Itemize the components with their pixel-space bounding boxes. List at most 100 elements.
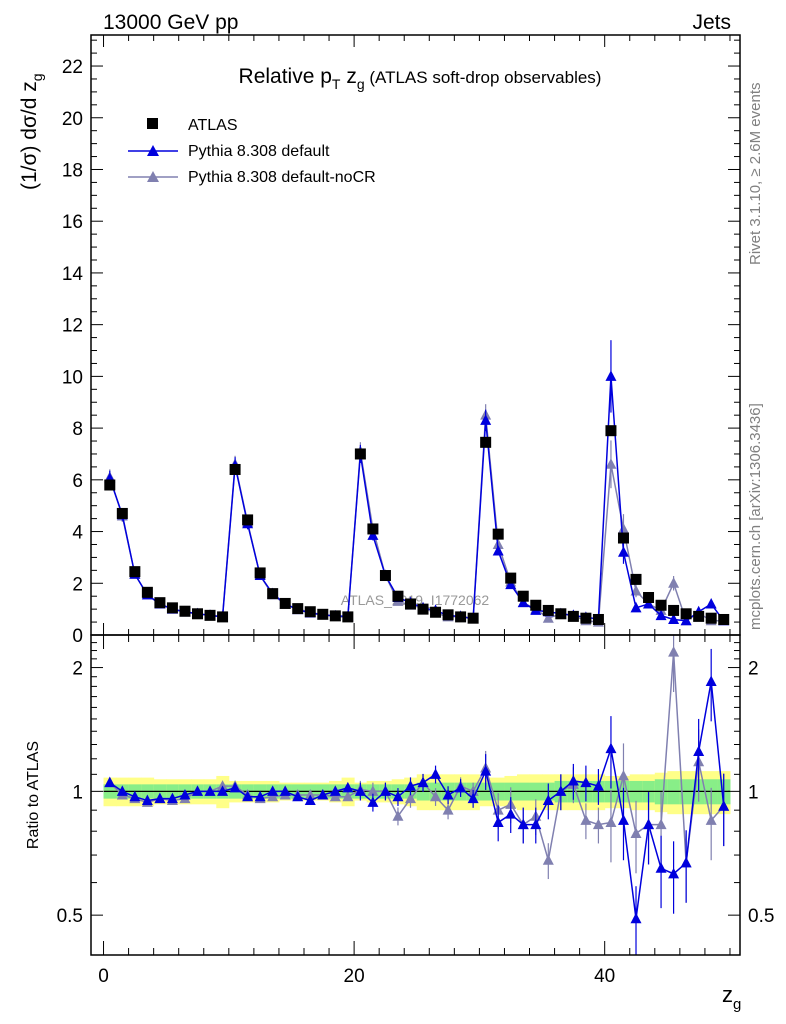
series-point <box>668 613 680 624</box>
ratio-point <box>392 810 404 821</box>
series-point <box>605 370 617 381</box>
xlabel-sub: g <box>733 996 741 1013</box>
atlas-point <box>317 608 329 620</box>
ratio-point <box>367 796 379 807</box>
ratio-point <box>392 790 404 802</box>
legend-marker-atlas <box>147 118 158 129</box>
ratio-axis-ticks: 0 20 40 0.5 0.5 1 1 2 2 <box>57 635 774 987</box>
ratio-point <box>417 776 429 788</box>
ratio-point <box>304 788 316 800</box>
ratio-ylabel: Ratio to ATLAS <box>25 741 42 849</box>
ratio-series-1 <box>104 635 730 903</box>
ratio-point <box>655 818 667 830</box>
ratio-point <box>668 867 680 879</box>
ratio-point <box>329 785 341 796</box>
series-point <box>617 546 629 557</box>
atlas-point <box>718 613 730 625</box>
ratio-panel-frame <box>90 634 741 956</box>
ratio-point <box>580 814 592 825</box>
main-ylabel-sub: g <box>29 73 45 81</box>
atlas-point <box>404 598 416 610</box>
ratio-point <box>141 794 153 806</box>
atlas-point <box>217 611 229 623</box>
legend-marker-default <box>147 145 159 156</box>
main-ytick-label: 20 <box>62 109 83 130</box>
rivet-side-label: Rivet 3.1.10, ≥ 2.6M events <box>747 83 764 266</box>
series-point <box>505 578 517 590</box>
atlas-point <box>379 570 391 582</box>
main-ytick-label: 6 <box>72 471 83 492</box>
series-point <box>605 458 617 469</box>
header-energy-label: 13000 GeV pp <box>103 11 238 34</box>
main-ytick-label: 14 <box>62 264 84 285</box>
main-ytick-label: 18 <box>62 160 83 181</box>
ratio-point <box>104 776 116 788</box>
atlas-point <box>655 599 667 611</box>
atlas-point <box>668 604 680 616</box>
main-ytick-label: 12 <box>62 316 83 337</box>
atlas-point <box>229 463 241 475</box>
ratio-ytick-label-right: 0.5 <box>748 906 774 927</box>
header-category-label: Jets <box>692 11 731 34</box>
ratio-point <box>267 785 279 796</box>
atlas-point <box>630 573 642 585</box>
ratio-point <box>542 794 554 806</box>
ratio-ytick-label-right: 2 <box>748 659 759 680</box>
ratio-point <box>630 912 642 924</box>
series-point <box>655 609 667 621</box>
ratio-point <box>542 854 554 865</box>
main-ytick-label: 2 <box>72 574 83 595</box>
atlas-point <box>191 608 203 620</box>
series-point <box>367 529 379 540</box>
atlas-point <box>505 572 517 584</box>
ratio-point <box>680 856 692 868</box>
ratio-point <box>480 765 492 776</box>
atlas-point <box>592 613 604 625</box>
ratio-point <box>567 774 579 786</box>
main-title: Relative pT zg (ATLAS soft-drop observab… <box>239 65 602 92</box>
series-point <box>480 414 492 425</box>
ratio-point <box>304 794 316 806</box>
ratio-point <box>530 818 542 830</box>
ratio-point <box>154 792 166 804</box>
ratio-point <box>718 800 730 811</box>
ratio-point <box>367 785 379 796</box>
ratio-series-layer <box>104 635 730 955</box>
atlas-point <box>179 605 191 617</box>
atlas-point <box>693 610 705 622</box>
ratio-point <box>292 790 304 802</box>
ratio-point <box>404 792 416 804</box>
ratio-point <box>467 792 479 804</box>
series-point <box>492 544 504 556</box>
main-ylabel: (1/σ) dσ/d zg <box>18 73 45 190</box>
main-ytick-label: 4 <box>72 523 83 544</box>
ratio-point <box>116 785 128 796</box>
main-title-sub-g: g <box>357 76 365 92</box>
ratio-point <box>693 745 705 757</box>
atlas-point <box>442 609 454 621</box>
atlas-point <box>354 448 366 460</box>
atlas-point <box>680 608 692 620</box>
main-title-z: z <box>340 65 356 88</box>
ratio-point <box>329 790 341 802</box>
ratio-point <box>617 814 629 825</box>
ratio-point <box>655 862 667 873</box>
series-point <box>705 597 717 609</box>
series-point <box>517 596 529 608</box>
main-ytick-label: 22 <box>62 57 83 78</box>
atlas-point <box>430 606 442 618</box>
ratio-point <box>442 788 454 800</box>
atlas-point <box>267 588 279 600</box>
atlas-point <box>480 436 492 448</box>
atlas-point <box>455 611 467 623</box>
series-point <box>630 601 642 613</box>
atlas-point <box>467 612 479 624</box>
xlabel: zg <box>722 982 741 1013</box>
atlas-point <box>242 514 254 526</box>
ratio-point <box>404 780 416 791</box>
atlas-point <box>254 567 266 579</box>
atlas-point <box>129 566 141 578</box>
atlas-point <box>104 479 116 491</box>
legend-marker-nocr <box>147 171 159 182</box>
atlas-point <box>166 602 178 614</box>
